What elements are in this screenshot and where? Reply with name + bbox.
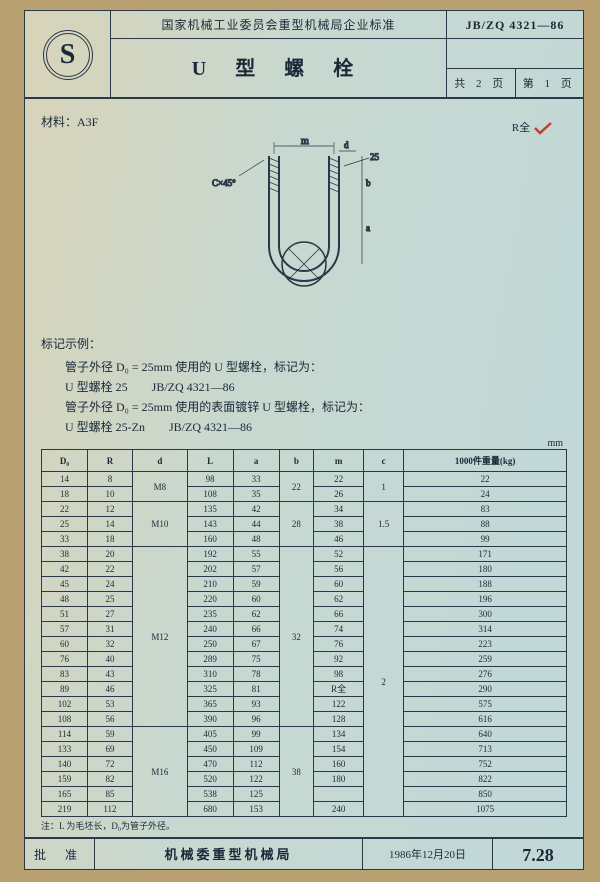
svg-text:C×45°: C×45° — [212, 178, 236, 188]
u-bolt-diagram: m d 25 C×45° b a — [41, 136, 567, 331]
page-code: 7.28 — [493, 839, 583, 869]
svg-text:d: d — [344, 140, 349, 150]
total-pages: 共 2 页 — [447, 69, 516, 99]
marking-line: U 型螺栓 25-Zn JB/ZQ 4321—86 — [65, 418, 567, 435]
spec-table: D₀RdLabmc1000件重量(kg) 148M898332222122181… — [41, 449, 567, 817]
marking-line: 管子外径 D₀ = 25mm 使用的 U 型螺栓，标记为： — [65, 358, 567, 375]
svg-text:a: a — [366, 223, 370, 233]
marking-line: 管子外径 D₀ = 25mm 使用的表面镀锌 U 型螺栓，标记为： — [65, 398, 567, 415]
logo-cell: S — [25, 11, 111, 99]
approval-date: 1986年12月20日 — [363, 839, 493, 869]
marking-line: U 型螺栓 25 JB/ZQ 4321—86 — [65, 378, 567, 395]
table-row: 11459M164059938134640 — [42, 727, 567, 742]
table-row: 2212M101354228341.583 — [42, 502, 567, 517]
col-header: m — [314, 450, 364, 472]
page-number: 第 1 页 — [516, 69, 584, 99]
col-header: b — [279, 450, 314, 472]
approver: 机械委重型机械局 — [95, 839, 363, 869]
marking-example: 标记示例： 管子外径 D₀ = 25mm 使用的 U 型螺栓，标记为：U 型螺栓… — [41, 335, 567, 435]
organization-name: 国家机械工业委员会重型机械局企业标准 — [111, 11, 447, 39]
col-header: L — [187, 450, 233, 472]
col-header: d — [133, 450, 188, 472]
document-title: U 型 螺 栓 — [111, 39, 447, 99]
standard-code: JB/ZQ 4321—86 — [447, 11, 583, 39]
unit-label: mm — [41, 438, 563, 449]
table-row: 148M898332222122 — [42, 472, 567, 487]
svg-text:25: 25 — [370, 152, 380, 162]
table-note: 注：L 为毛坯长，D₀为管子外径。 — [41, 819, 567, 832]
svg-text:m: m — [301, 136, 309, 147]
material-spec: 材料：A3F — [41, 113, 567, 130]
col-header: c — [363, 450, 403, 472]
logo-icon: S — [43, 30, 93, 80]
document-sheet: S 国家机械工业委员会重型机械局企业标准 JB/ZQ 4321—86 U 型 螺… — [24, 10, 584, 870]
approve-label: 批 准 — [25, 839, 95, 869]
footer-block: 批 准 机械委重型机械局 1986年12月20日 7.28 — [25, 837, 583, 869]
col-header: D₀ — [42, 450, 88, 472]
col-header: a — [233, 450, 279, 472]
col-header: 1000件重量(kg) — [404, 450, 567, 472]
title-block: S 国家机械工业委员会重型机械局企业标准 JB/ZQ 4321—86 U 型 螺… — [25, 11, 583, 99]
svg-text:b: b — [366, 178, 371, 188]
col-header: R — [87, 450, 132, 472]
table-row: 3820M121925532522171 — [42, 547, 567, 562]
